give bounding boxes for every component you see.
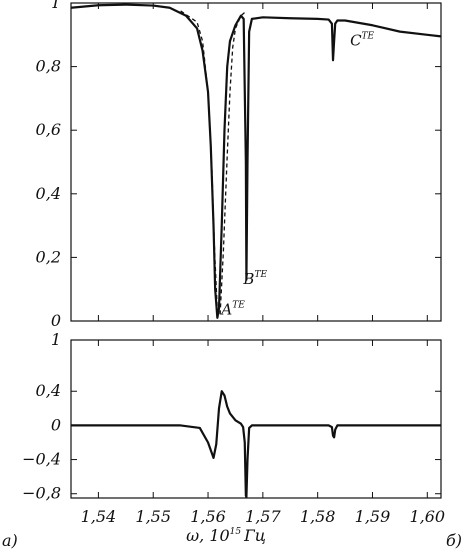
annotation-letter: A bbox=[219, 300, 232, 318]
annotation-b-te: BTE bbox=[242, 270, 267, 288]
annotation-superscript: TE bbox=[232, 300, 245, 310]
b-ytick-label: 1 bbox=[51, 330, 61, 349]
annotation-c-te: CTE bbox=[350, 32, 374, 50]
panel-b-x-ticks: 1,54 1,55 1,56 1,57 1,58 1,59 1,60 bbox=[81, 340, 445, 526]
panel-a-y-ticks: T 0,8 0,6 0,4 0,2 0 bbox=[36, 0, 441, 330]
b-ytick-label: 0,4 bbox=[36, 381, 61, 400]
panel-a-label: а) bbox=[2, 531, 18, 550]
annotation-superscript: TE bbox=[362, 32, 375, 42]
x-tick-label: 1,60 bbox=[409, 507, 445, 526]
x-tick-label: 1,54 bbox=[81, 507, 117, 526]
b-ytick-label: −0,8 bbox=[22, 484, 61, 503]
a-ytick-label: 0,6 bbox=[36, 120, 61, 139]
x-axis-label-unit: Гц bbox=[243, 526, 266, 545]
annotation-a-te: ATE bbox=[219, 300, 245, 318]
panel-a-plot-frame bbox=[70, 2, 442, 322]
panel-b-difference-chart: 10,40−0,4−0,8 1,54 1,55 1,56 1,57 1,58 1,59 1,… bbox=[22, 330, 445, 526]
panel-b-label: б) bbox=[446, 531, 462, 550]
panel-b-plot-frame bbox=[70, 339, 442, 499]
b-ytick-label: 0 bbox=[51, 415, 61, 434]
annotation-superscript: TE bbox=[254, 270, 267, 280]
x-axis-label-exponent: 15 bbox=[230, 527, 242, 537]
x-tick-label: 1,58 bbox=[300, 507, 336, 526]
x-tick-label: 1,56 bbox=[190, 507, 226, 526]
a-ytick-label: T bbox=[50, 0, 62, 12]
b-series-solid-line bbox=[71, 390, 441, 499]
panel-a-x-ticks bbox=[97, 3, 428, 321]
a-ytick-label: 0,8 bbox=[36, 57, 61, 76]
x-tick-label: 1,59 bbox=[355, 507, 391, 526]
a-ytick-label: 0,2 bbox=[36, 247, 61, 266]
b-ytick-label: −0,4 bbox=[22, 450, 61, 469]
a-series-solid-line bbox=[70, 3, 442, 319]
x-tick-label: 1,55 bbox=[135, 507, 171, 526]
annotation-letter: B bbox=[242, 270, 254, 288]
a-ytick-label: 0,4 bbox=[36, 184, 61, 203]
panel-b-y-ticks: 1 0,4 0 −0,4 −0,8 bbox=[22, 330, 441, 503]
panel-b-series bbox=[71, 390, 441, 499]
panel-a-series bbox=[70, 3, 442, 319]
a-ytick-label: 0 bbox=[51, 311, 61, 330]
a-series-dashed-line bbox=[180, 10, 247, 316]
annotation-letter: C bbox=[350, 32, 362, 50]
x-axis-label: ω, 1015 Гц bbox=[186, 526, 266, 545]
x-tick-label: 1,57 bbox=[245, 507, 281, 526]
x-axis-label-main: ω, 10 bbox=[186, 526, 230, 545]
